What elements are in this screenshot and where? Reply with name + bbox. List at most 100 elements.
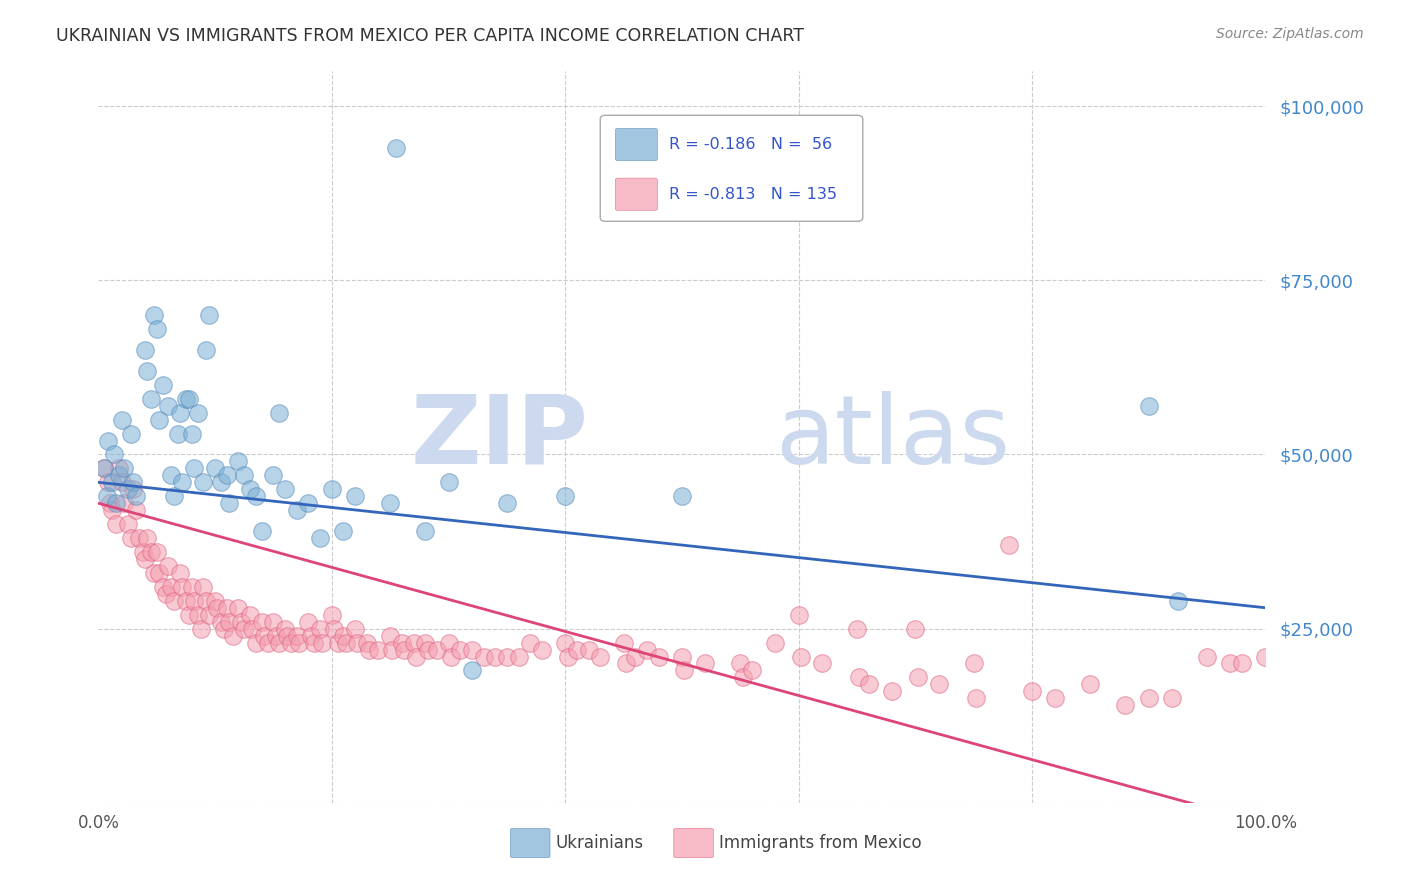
Point xyxy=(554,489,576,503)
Point xyxy=(647,649,669,664)
Point xyxy=(134,552,156,566)
Point xyxy=(392,642,415,657)
Point xyxy=(122,483,145,497)
Point xyxy=(221,629,243,643)
Point xyxy=(209,475,232,490)
Point xyxy=(180,580,202,594)
Point xyxy=(519,635,541,649)
Point xyxy=(288,635,311,649)
Point xyxy=(673,664,696,678)
Point xyxy=(218,496,240,510)
Point xyxy=(97,434,120,448)
Point xyxy=(183,461,205,475)
Point xyxy=(1137,691,1160,706)
Point xyxy=(194,343,217,357)
Point xyxy=(204,461,226,475)
Point xyxy=(128,531,150,545)
Point xyxy=(112,461,135,475)
Point xyxy=(98,496,121,510)
Point xyxy=(157,558,180,573)
Point xyxy=(215,468,238,483)
Point xyxy=(148,566,170,580)
Point xyxy=(790,649,813,664)
Text: Immigrants from Mexico: Immigrants from Mexico xyxy=(720,834,922,852)
Point xyxy=(183,594,205,608)
Point xyxy=(367,642,389,657)
Point xyxy=(997,538,1019,552)
Point xyxy=(380,629,402,643)
Point xyxy=(311,635,333,649)
Point xyxy=(174,392,197,406)
Point xyxy=(730,657,752,671)
Point xyxy=(112,496,135,510)
Point xyxy=(496,496,519,510)
Point xyxy=(614,657,637,671)
Text: R = -0.813   N = 135: R = -0.813 N = 135 xyxy=(669,186,837,202)
Point xyxy=(204,594,226,608)
Point xyxy=(1195,649,1218,664)
Point xyxy=(787,607,810,622)
Point xyxy=(239,483,262,497)
Point xyxy=(554,635,576,649)
Point xyxy=(1080,677,1102,691)
Text: UKRAINIAN VS IMMIGRANTS FROM MEXICO PER CAPITA INCOME CORRELATION CHART: UKRAINIAN VS IMMIGRANTS FROM MEXICO PER … xyxy=(56,27,804,45)
Point xyxy=(346,635,368,649)
Point xyxy=(262,468,284,483)
Point xyxy=(242,622,264,636)
Point xyxy=(695,657,717,671)
Point xyxy=(97,475,120,490)
Point xyxy=(122,475,145,490)
Point xyxy=(285,629,308,643)
Point xyxy=(624,649,647,664)
Point xyxy=(309,531,332,545)
Point xyxy=(139,392,162,406)
Point xyxy=(198,308,221,322)
Point xyxy=(907,670,929,684)
Point xyxy=(280,635,302,649)
Point xyxy=(413,635,436,649)
Point xyxy=(274,483,297,497)
Point xyxy=(928,677,950,691)
Point xyxy=(159,580,181,594)
Y-axis label: Per Capita Income: Per Capita Income xyxy=(0,361,8,513)
Point xyxy=(172,580,194,594)
Point xyxy=(229,615,252,629)
Point xyxy=(174,594,197,608)
Point xyxy=(264,629,287,643)
Point xyxy=(245,635,267,649)
Point xyxy=(437,635,460,649)
Point xyxy=(671,489,693,503)
Point xyxy=(96,489,118,503)
Point xyxy=(530,642,553,657)
Point xyxy=(904,622,927,636)
Point xyxy=(207,600,229,615)
Point xyxy=(159,468,181,483)
Point xyxy=(179,607,201,622)
Point xyxy=(381,642,404,657)
Point xyxy=(880,684,903,698)
Point xyxy=(146,322,169,336)
Point xyxy=(143,308,166,322)
FancyBboxPatch shape xyxy=(616,128,658,161)
Point xyxy=(326,635,349,649)
Point xyxy=(962,657,984,671)
Point xyxy=(209,615,232,629)
Point xyxy=(157,399,180,413)
Point xyxy=(391,635,413,649)
Point xyxy=(402,635,425,649)
Point xyxy=(146,545,169,559)
Point xyxy=(763,635,786,649)
Point xyxy=(1137,399,1160,413)
Point xyxy=(193,475,215,490)
Point xyxy=(565,642,588,657)
Point xyxy=(671,649,693,664)
Point xyxy=(508,649,530,664)
Text: ZIP: ZIP xyxy=(411,391,589,483)
Point xyxy=(143,566,166,580)
Point xyxy=(269,635,291,649)
Point xyxy=(413,524,436,538)
Point xyxy=(190,622,212,636)
Point xyxy=(440,649,463,664)
Point xyxy=(1219,657,1241,671)
Point xyxy=(245,489,267,503)
